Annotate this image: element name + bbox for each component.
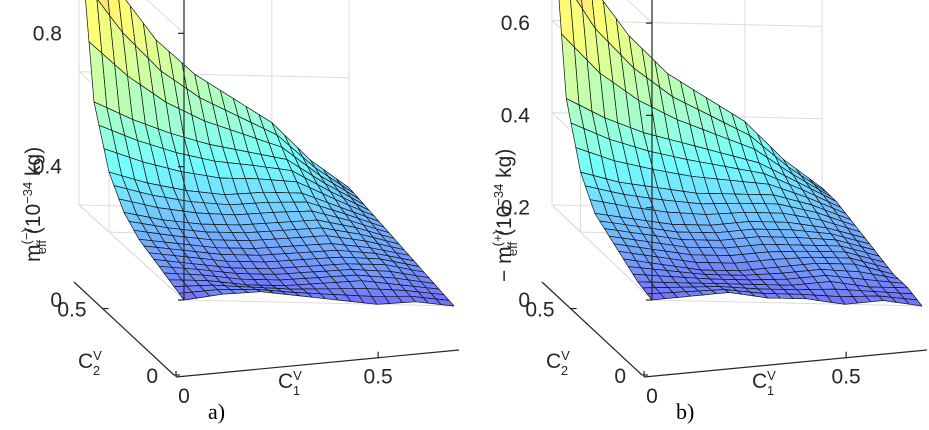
panel-a-grid-x: [78, 204, 185, 301]
panel-b-z-axis-label: − m(+)eff (10−34 kg): [490, 149, 520, 282]
panel-a-z-ticks: 0 0.4 0.8: [33, 22, 184, 312]
panel-a-y-axis-label: CV 2: [78, 348, 102, 378]
panel-b-z-tick-label: 0.2: [501, 197, 530, 220]
panel-a-z-axis-label: m(−)eff (10−34 kg): [19, 147, 49, 262]
panel-a: 00.40.8 00.5 00.5 m(−)eff (10−34 kg) CV 1…: [19, 0, 460, 424]
panel-b-y-axis-label: CV 2: [546, 348, 570, 378]
panel-a-x-tick-label: 0.5: [364, 366, 393, 389]
panel-b-label: b): [676, 399, 694, 424]
panel-a-z-tick-label: 0: [50, 289, 62, 312]
panel-b-surface-patch: [904, 298, 923, 307]
panel-a-x-axis: [175, 349, 460, 378]
panel-a-y-axis: [73, 281, 175, 376]
panel-a-y-ticks: 00.5: [57, 299, 180, 388]
panel-a-grid-y: [183, 299, 455, 307]
panel-b-z-tick-label: 0: [518, 289, 530, 312]
panel-b-surface: [558, 0, 923, 307]
panel-b-x-tick-label: 0.5: [832, 366, 861, 389]
panel-a-grid-z: [146, 0, 185, 34]
panel-a-x-axis-label: CV 1: [278, 368, 302, 398]
panel-a-x-tick-label: 0: [178, 385, 190, 408]
panel-b-x-ticks: 00.5: [643, 351, 861, 408]
panel-b-grid-y: [651, 299, 923, 307]
panel-a-y-tick-label: 0.5: [57, 299, 86, 322]
panel-b-z-tick-label: 0.4: [501, 104, 531, 127]
panel-a-x-ticks: 00.5: [175, 351, 393, 408]
panel-a-axes-box: [73, 0, 460, 378]
panel-a-z-tick-label: 0.8: [33, 22, 62, 45]
panel-a-y-tick-label: 0: [146, 365, 158, 388]
panel-b-y-tick-label: 0.5: [525, 299, 554, 322]
panel-b-y-axis: [541, 281, 643, 376]
panel-b-y-tick-label: 0: [614, 365, 626, 388]
panel-b-grid-x: [551, 204, 653, 301]
panel-b: 00.20.40.6 00.5 00.5 − m(+)eff (10−34 kg…: [490, 0, 928, 424]
panel-a-surface-patch: [435, 298, 455, 307]
panel-a-surface: [85, 0, 455, 307]
panel-b-z-ticks: 0 0.2 0.4 0.6: [501, 12, 652, 312]
panel-b-x-axis: [643, 349, 928, 378]
panel-b-y-ticks: 00.5: [525, 299, 648, 388]
panel-a-label: a): [208, 399, 225, 424]
panel-b-x-tick-label: 0: [646, 385, 658, 408]
panel-b-z-tick-label: 0.6: [501, 12, 530, 35]
panel-b-axes-box: [541, 0, 928, 378]
panel-b-x-axis-label: CV 1: [752, 368, 776, 398]
panel-a-z-tick-label: 0.4: [33, 156, 63, 179]
